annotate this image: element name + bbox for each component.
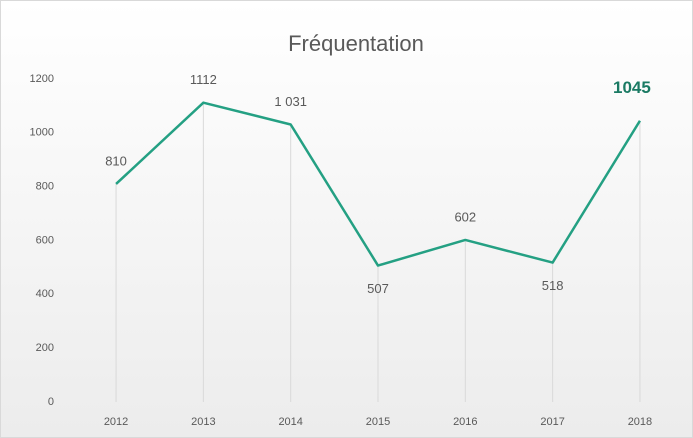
- x-tick-label: 2013: [191, 416, 215, 428]
- chart-title: Fréquentation: [288, 31, 424, 56]
- x-tick-label: 2017: [540, 416, 564, 428]
- y-tick-label: 400: [36, 288, 54, 300]
- data-label: 1 031: [274, 94, 307, 109]
- data-label: 1112: [190, 72, 217, 87]
- y-tick-label: 1200: [30, 73, 54, 85]
- y-tick-label: 1000: [30, 127, 54, 139]
- data-label: 507: [367, 281, 389, 296]
- y-tick-label: 0: [48, 396, 54, 408]
- data-label: 602: [454, 209, 476, 224]
- data-line: [115, 101, 642, 267]
- y-tick-label: 800: [36, 181, 54, 193]
- x-tick-label: 2018: [628, 416, 652, 428]
- data-label: 1045: [613, 78, 651, 97]
- x-tick-label: 2014: [278, 416, 302, 428]
- y-tick-label: 600: [36, 234, 54, 246]
- x-tick-label: 2016: [453, 416, 477, 428]
- data-label: 810: [105, 153, 127, 168]
- y-tick-label: 200: [36, 342, 54, 354]
- x-tick-label: 2015: [366, 416, 390, 428]
- x-tick-label: 2012: [104, 416, 128, 428]
- data-label: 518: [542, 278, 564, 293]
